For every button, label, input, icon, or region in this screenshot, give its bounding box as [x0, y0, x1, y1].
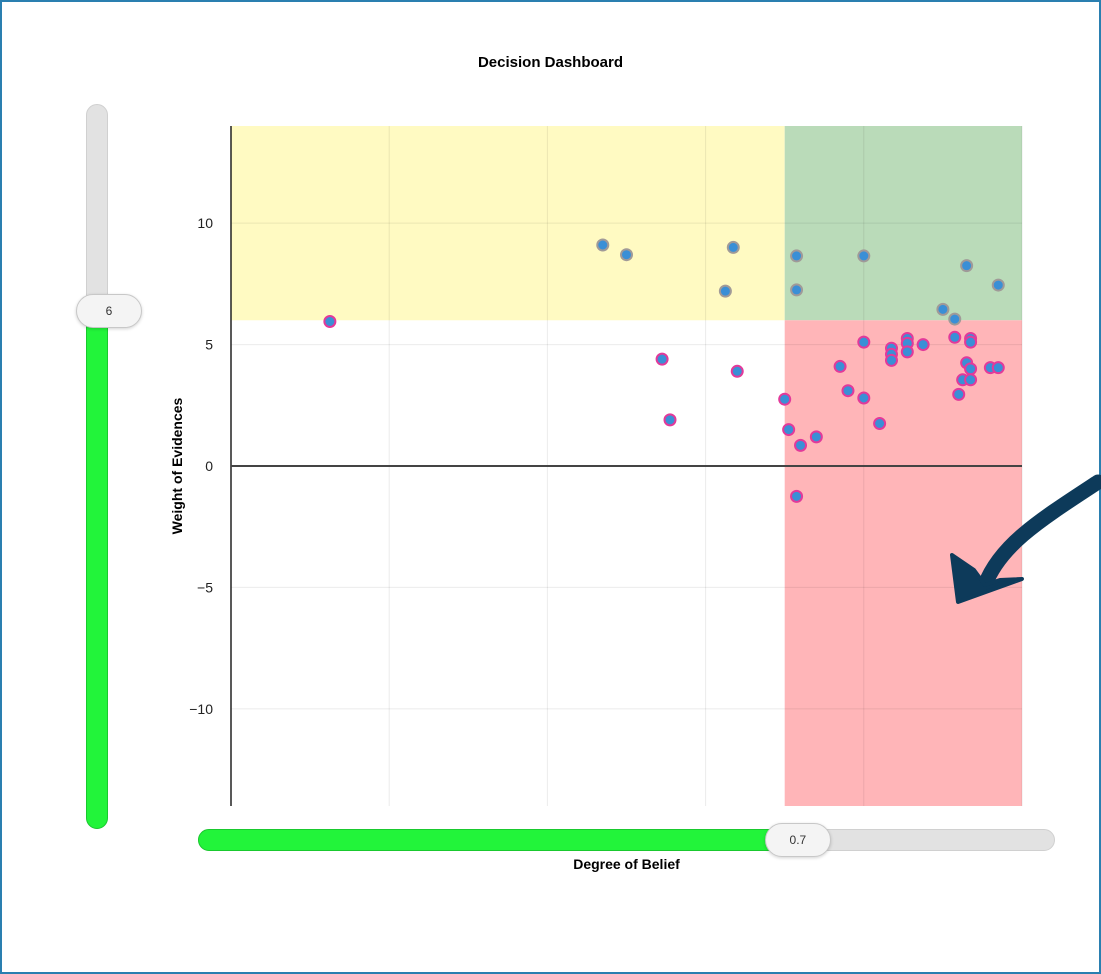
curved-arrow-icon — [950, 474, 1101, 604]
data-point — [841, 384, 855, 398]
data-point — [323, 315, 337, 328]
data-point — [952, 387, 966, 401]
data-point — [833, 359, 847, 373]
data-point — [790, 249, 804, 263]
data-point — [730, 364, 744, 378]
data-point — [916, 338, 930, 352]
data-point — [778, 392, 792, 406]
data-point — [726, 240, 740, 254]
data-point — [857, 335, 871, 349]
chart-title: Decision Dashboard — [477, 54, 624, 71]
x-axis-label: Degree of Belief — [573, 856, 680, 872]
y-axis-label: Weight of Evidences — [169, 397, 185, 534]
data-point — [948, 312, 962, 326]
y-tick-label: −10 — [189, 701, 213, 717]
data-point — [964, 362, 978, 376]
data-point — [794, 438, 808, 452]
y-tick-label: 10 — [197, 215, 213, 231]
belief-slider-handle[interactable]: 0.7 — [764, 823, 831, 857]
data-point — [900, 345, 914, 359]
data-point — [948, 330, 962, 344]
weight-slider-handle[interactable]: 6 — [76, 294, 142, 329]
belief-slider-fill — [198, 829, 798, 851]
y-tick-label: 0 — [205, 458, 213, 474]
data-point — [809, 430, 823, 444]
data-point — [964, 373, 978, 387]
y-tick-label: 5 — [205, 337, 213, 353]
red-region — [784, 320, 1022, 806]
green-region — [784, 126, 1022, 321]
data-point — [857, 249, 871, 263]
data-point — [620, 248, 633, 262]
data-point — [718, 284, 732, 298]
yellow-region — [231, 126, 785, 321]
data-point — [936, 302, 950, 316]
data-point — [596, 238, 610, 252]
weight-slider-fill — [86, 311, 108, 829]
data-point — [663, 413, 677, 427]
data-point — [884, 353, 898, 367]
data-point — [991, 361, 1005, 375]
y-tick-label: −5 — [197, 579, 213, 595]
data-point — [873, 417, 887, 430]
data-point — [790, 283, 804, 297]
data-point — [782, 423, 796, 437]
data-point — [991, 278, 1005, 292]
data-point — [960, 259, 974, 273]
data-point — [790, 489, 804, 503]
data-point — [964, 335, 978, 349]
data-point — [655, 352, 669, 366]
data-point — [857, 391, 871, 405]
